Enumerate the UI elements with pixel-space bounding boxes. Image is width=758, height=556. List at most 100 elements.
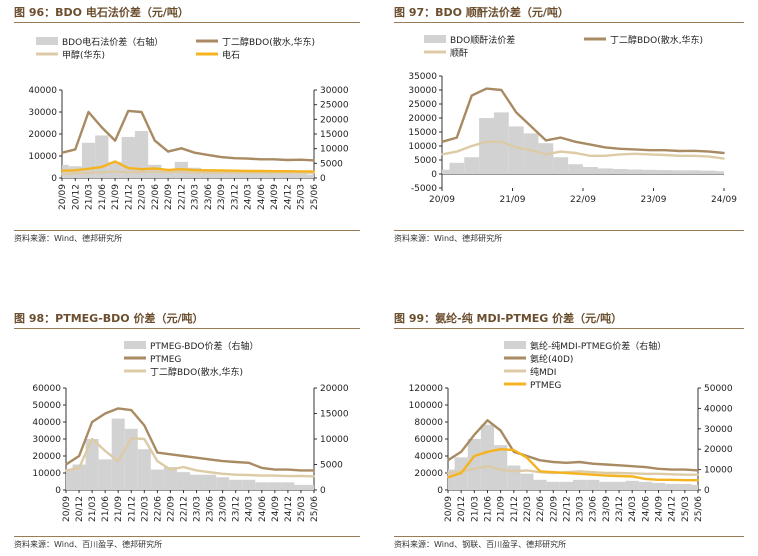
x-tick-label: 23/09 <box>641 195 667 205</box>
x-tick-label: 25/03 <box>297 496 307 522</box>
data-point <box>78 467 80 469</box>
y-tick-label: 20000 <box>408 114 437 124</box>
area-bar <box>583 167 598 174</box>
data-point <box>455 150 458 153</box>
y-tick-label-right: 50000 <box>704 384 733 394</box>
area-bar <box>203 474 217 490</box>
area-bar <box>716 171 724 174</box>
y-tick-label: -5000 <box>411 184 437 194</box>
y-tick-label-right: 20000 <box>320 384 349 394</box>
x-tick-label: 22/03 <box>140 496 150 522</box>
y-tick-label-right: 10000 <box>320 435 349 445</box>
x-tick-label: 23/12 <box>615 496 625 522</box>
area-bar <box>479 118 494 174</box>
data-point <box>169 468 172 471</box>
data-point <box>87 167 90 170</box>
area-bar <box>229 479 243 490</box>
data-point <box>619 153 622 156</box>
y-tick-label-right: 25000 <box>320 101 349 111</box>
data-point <box>530 125 532 128</box>
data-point <box>234 473 237 476</box>
data-point <box>591 473 594 476</box>
chart-panel-96: 图 96：BDO 电石法价差（元/吨） BDO电石法价差（右轴） 丁二醇BDO(散… <box>14 4 360 249</box>
data-point <box>91 421 94 423</box>
data-point <box>648 149 651 152</box>
x-tick-label: 24/03 <box>628 496 638 522</box>
area-bar <box>268 482 282 490</box>
data-point <box>221 460 224 462</box>
x-tick-label: 21/12 <box>127 496 137 522</box>
legend-label: PTMEG-BDO价差（右轴） <box>150 340 258 352</box>
data-point <box>153 170 156 173</box>
y-tick-label: 60000 <box>32 384 61 394</box>
area-bar <box>508 126 524 174</box>
line-series <box>441 87 725 155</box>
data-point <box>313 159 315 162</box>
line-series <box>65 407 315 472</box>
x-tick-label: 21/03 <box>85 184 95 210</box>
y-tick-label-right: 30000 <box>704 425 733 435</box>
data-point <box>193 171 196 174</box>
data-point <box>486 450 489 453</box>
x-tick-label: 21/03 <box>470 496 480 522</box>
data-point <box>234 461 237 463</box>
data-point <box>697 469 699 472</box>
data-point <box>697 473 699 476</box>
data-point <box>670 478 673 481</box>
data-point <box>260 170 262 172</box>
data-point <box>723 152 725 154</box>
line-series <box>441 140 725 160</box>
data-point <box>169 453 172 456</box>
data-point <box>578 472 581 475</box>
x-tick-label: 25/06 <box>310 184 320 210</box>
x-tick-label: 24/06 <box>641 496 651 522</box>
chart-svg: 氨纶-纯MDI-PTMEG价差（右轴）氨纶(40D)纯MDI PTMEG 0 2000… <box>409 340 733 522</box>
data-point <box>117 407 120 410</box>
data-point <box>500 89 503 91</box>
data-point <box>104 412 107 415</box>
data-point <box>604 463 607 466</box>
x-tick-label: 20/09 <box>444 496 454 522</box>
x-tick-label: 25/06 <box>310 496 320 522</box>
data-point <box>473 433 476 436</box>
data-point <box>167 150 170 153</box>
data-point <box>670 468 673 471</box>
data-point <box>156 460 159 462</box>
data-point <box>565 472 568 474</box>
area-bar <box>546 481 560 490</box>
x-tick-label: 22/12 <box>562 496 572 522</box>
y-tick-label: 20000 <box>28 130 57 140</box>
area-bar <box>480 424 495 490</box>
chart-svg: BDO顺酐法价差 丁二醇BDO(散水,华东) 顺酐 -5000 0 5000 10000 15… <box>408 34 737 205</box>
data-point <box>657 478 660 481</box>
area-bar <box>294 173 308 178</box>
data-point <box>631 475 634 478</box>
data-point <box>648 153 651 156</box>
x-tick-label: 22/03 <box>138 184 148 210</box>
data-point <box>233 171 236 174</box>
series-line <box>65 407 314 472</box>
data-point <box>708 150 711 153</box>
x-tick-label: 21/06 <box>98 184 108 210</box>
data-point <box>544 153 547 156</box>
chart-panel-99: 图 99：氨纶-纯 MDI-PTMEG 价差（元/吨） 氨纶-纯MDI-PTME… <box>394 310 744 556</box>
area-bar <box>586 479 600 490</box>
data-point <box>273 158 276 161</box>
data-point <box>100 166 103 168</box>
data-point <box>578 470 581 473</box>
data-point <box>286 468 289 471</box>
data-point <box>589 143 592 146</box>
area-bar <box>573 479 587 490</box>
area-series <box>66 418 314 490</box>
data-point <box>526 469 528 472</box>
chart-title: 图 99：氨纶-纯 MDI-PTMEG 价差（元/吨） <box>394 312 623 325</box>
area-bar <box>672 170 687 174</box>
area-bar <box>507 465 521 490</box>
data-point <box>153 167 156 170</box>
area-bar <box>216 477 230 490</box>
legend-label: 甲醇(华东) <box>62 49 105 61</box>
area-bar <box>176 472 190 490</box>
y-tick-label: 40000 <box>32 418 61 428</box>
line-series <box>61 109 315 162</box>
x-tick-label: 21/12 <box>124 184 134 210</box>
